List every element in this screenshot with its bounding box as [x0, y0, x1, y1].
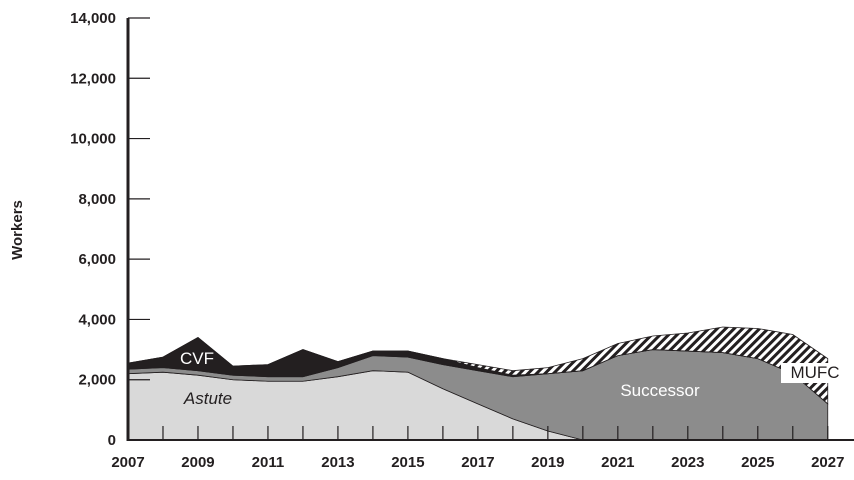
series-label: Astute [183, 389, 232, 408]
series-label: MUFC [790, 363, 839, 382]
x-tick-label: 2017 [461, 454, 494, 471]
y-axis-label: Workers [9, 200, 26, 260]
series-label: Successor [620, 381, 700, 400]
label-box [781, 363, 849, 383]
x-tick-label: 2015 [391, 454, 424, 471]
x-tick-label: 2007 [111, 454, 144, 471]
y-tick-label: 0 [108, 432, 116, 449]
x-tick-label: 2009 [181, 454, 214, 471]
x-tick-label: 2013 [321, 454, 354, 471]
x-tick-label: 2023 [671, 454, 704, 471]
x-tick-label: 2025 [741, 454, 774, 471]
series-label: CVF [180, 349, 214, 368]
y-tick-label: 10,000 [70, 131, 116, 148]
y-tick-label: 6,000 [78, 251, 116, 268]
y-tick-label: 2,000 [78, 372, 116, 389]
y-tick-label: 8,000 [78, 191, 116, 208]
x-tick-label: 2011 [252, 454, 285, 471]
y-tick-label: 4,000 [78, 311, 116, 328]
y-tick-label: 12,000 [70, 70, 116, 87]
x-tick-label: 2019 [531, 454, 564, 471]
x-tick-label: 2021 [601, 454, 634, 471]
y-tick-label: 14,000 [70, 10, 116, 27]
x-tick-label: 2027 [811, 454, 844, 471]
